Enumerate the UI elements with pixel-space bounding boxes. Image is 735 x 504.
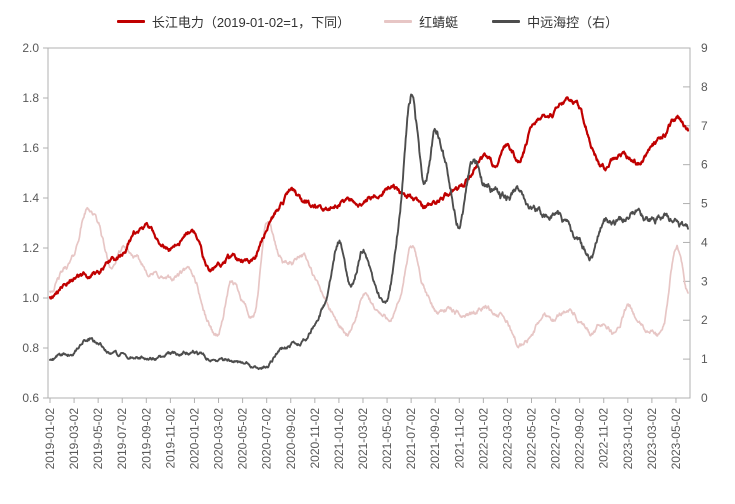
y-axis-left-tick-label: 1.6 — [22, 141, 39, 155]
legend-line-sample — [492, 19, 521, 23]
x-axis-tick-label: 2019-09-02 — [139, 408, 153, 470]
y-axis-right-tick-label: 1 — [701, 352, 708, 366]
x-axis-tick-label: 2020-07-02 — [260, 408, 274, 470]
series-line-2 — [49, 93, 689, 371]
x-axis-tick-label: 2020-09-02 — [284, 408, 298, 470]
y-axis-left-tick-label: 0.8 — [22, 341, 39, 355]
legend-item-1: 红蜻蜓 — [384, 12, 458, 31]
y-axis-right-tick-label: 6 — [701, 158, 708, 172]
y-axis-right-tick-label: 2 — [701, 313, 708, 327]
legend-line-sample — [116, 19, 145, 23]
series-line-0 — [48, 96, 690, 300]
x-axis-tick-label: 2023-03-02 — [645, 408, 659, 470]
x-axis-tick-label: 2021-03-02 — [356, 408, 370, 470]
x-axis-tick-label: 2020-11-02 — [308, 408, 322, 469]
y-axis-right-tick-label: 9 — [701, 41, 708, 55]
x-axis-tick-label: 2020-01-02 — [187, 408, 201, 470]
y-axis-right-tick-label: 4 — [701, 235, 708, 249]
x-axis-tick-label: 2019-11-02 — [163, 408, 177, 469]
y-axis-right-tick-label: 5 — [701, 197, 708, 211]
x-axis-tick-label: 2023-01-02 — [621, 408, 635, 470]
x-axis-tick-label: 2021-09-02 — [428, 408, 442, 470]
y-axis-right-tick-label: 8 — [701, 80, 708, 94]
legend-item-2: 中远海控（右） — [492, 12, 618, 31]
x-axis-tick-label: 2019-03-02 — [67, 408, 81, 470]
y-axis-left-tick-label: 2.0 — [22, 41, 39, 55]
legend-line-sample — [384, 19, 413, 23]
y-axis-right-tick-label: 3 — [701, 274, 708, 288]
x-axis-tick-label: 2021-07-02 — [404, 408, 418, 470]
x-axis-tick-label: 2022-11-02 — [597, 408, 611, 469]
plot-border — [47, 47, 691, 399]
x-axis-tick-label: 2020-03-02 — [212, 408, 226, 470]
x-axis-tick-label: 2021-01-02 — [332, 408, 346, 470]
x-axis-tick-label: 2019-07-02 — [115, 408, 129, 470]
y-axis-right-tick-label: 7 — [701, 119, 708, 133]
series-line-1 — [49, 206, 689, 349]
y-axis-left-tick-label: 0.6 — [22, 391, 39, 405]
y-axis-left-tick-label: 1.8 — [22, 91, 39, 105]
y-axis-right-tick-label: 0 — [701, 391, 708, 405]
legend-label: 红蜻蜓 — [419, 14, 459, 30]
y-axis-left-tick-label: 1.4 — [22, 191, 39, 205]
x-axis-tick-label: 2023-05-02 — [669, 408, 683, 470]
y-axis-left-tick-label: 1.2 — [22, 241, 39, 255]
x-axis-tick-label: 2021-05-02 — [380, 408, 394, 470]
x-axis-tick-label: 2022-07-02 — [549, 408, 563, 470]
x-axis-tick-label: 2020-05-02 — [236, 408, 250, 470]
y-axis-left-tick-label: 1.0 — [22, 291, 39, 305]
legend-label: 长江电力（2019-01-02=1，下同） — [151, 14, 351, 30]
legend-label: 中远海控（右） — [527, 14, 619, 30]
x-axis-tick-label: 2019-01-02 — [43, 408, 57, 470]
x-axis-tick-label: 2021-11-02 — [452, 408, 466, 469]
x-axis-tick-label: 2022-03-02 — [500, 408, 514, 470]
legend-item-0: 长江电力（2019-01-02=1，下同） — [116, 12, 351, 31]
x-axis-tick-label: 2022-05-02 — [525, 408, 539, 470]
chart-legend: 长江电力（2019-01-02=1，下同） 红蜻蜓 中远海控（右） — [0, 10, 735, 32]
x-axis-tick-label: 2022-01-02 — [476, 408, 490, 470]
x-axis-tick-label: 2022-09-02 — [573, 408, 587, 470]
x-axis-tick-label: 2019-05-02 — [91, 408, 105, 470]
